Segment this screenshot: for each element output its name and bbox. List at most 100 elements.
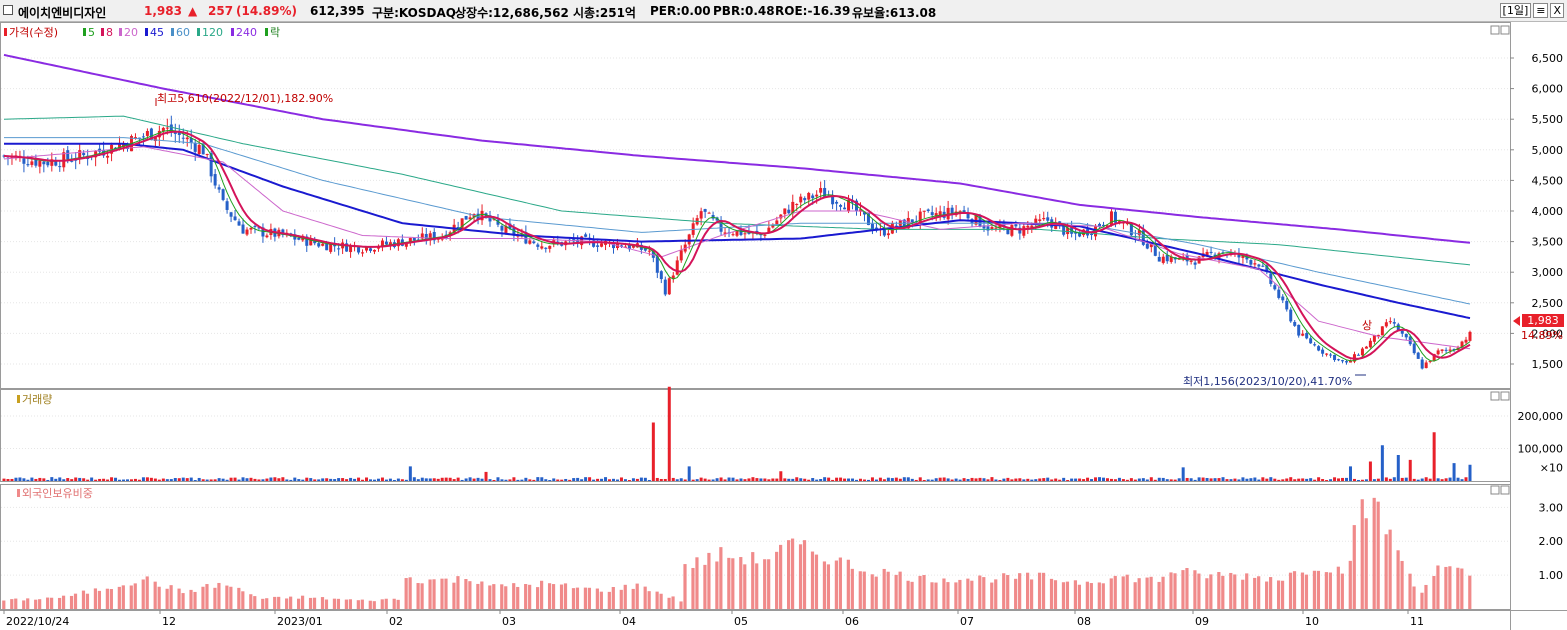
volume-bar [1337, 478, 1341, 481]
legend-swatch [231, 28, 234, 36]
stock-chart[interactable]: 6,500 6,000 5,500 5,000 4,500 4,000 3,500 3,000… [0, 22, 1567, 630]
candle [141, 136, 145, 138]
candle [651, 249, 655, 258]
candle [317, 243, 321, 247]
candle [325, 243, 329, 251]
foreign-bar [1388, 529, 1392, 609]
foreign-bar [587, 587, 592, 609]
volume-bar [1249, 478, 1253, 481]
volume-bar [193, 480, 197, 481]
foreign-bar [1193, 570, 1197, 609]
panel-buttons[interactable] [1490, 25, 1510, 495]
price-tick: 2,500 [1532, 297, 1564, 310]
foreign-bar [898, 571, 902, 609]
foreign-bar [1376, 501, 1380, 609]
volume-bar [572, 478, 576, 481]
candle [504, 225, 508, 233]
period-button[interactable]: [1일] [1499, 3, 1532, 18]
candle [337, 248, 341, 250]
candle [1030, 225, 1034, 228]
volume-bar [1428, 478, 1432, 481]
volume-bar [428, 478, 432, 481]
x-tick: 03 [502, 615, 516, 628]
volume-bar [719, 477, 723, 481]
foreign-bar [26, 598, 30, 609]
volume-bar [452, 479, 456, 481]
candle [34, 158, 38, 166]
per-label: PER:0.00 [650, 4, 711, 18]
volume-bar [1313, 479, 1317, 481]
candle [237, 221, 241, 226]
volume-value: 612,395 [310, 4, 365, 18]
volume-bar [345, 479, 349, 481]
candle [1257, 264, 1261, 267]
stock-name[interactable]: 에이치엔비디자인 [18, 6, 107, 20]
volume-bar [1062, 477, 1066, 481]
volume-bar [612, 478, 616, 481]
foreign-bar [1384, 534, 1388, 609]
candle [1333, 354, 1337, 361]
volume-bar [894, 477, 898, 481]
foreign-bar [38, 599, 42, 609]
foreign-bar [476, 583, 480, 609]
candle [309, 238, 313, 246]
select-checkbox[interactable] [3, 5, 13, 15]
foreign-bar [253, 596, 257, 609]
volume-bar [189, 477, 193, 481]
foreign-bar [934, 582, 938, 609]
candle [815, 194, 819, 197]
volume-bar [253, 478, 257, 481]
foreign-bar [456, 576, 460, 609]
volume-panel[interactable] [0, 389, 1511, 482]
volume-bar [580, 479, 584, 481]
candle [456, 227, 460, 229]
volume-bar [353, 478, 357, 481]
foreign-bar [1269, 577, 1273, 609]
close-icon[interactable]: X [1550, 3, 1564, 18]
foreign-bar [683, 564, 687, 609]
volume-bar [1261, 477, 1265, 481]
candle [233, 216, 237, 221]
legend-ma-8: 8 [106, 26, 113, 39]
volume-bar [448, 477, 452, 481]
candle [799, 196, 803, 203]
foreign-bar [679, 601, 683, 609]
volume-bar [1157, 477, 1161, 481]
candle [1062, 225, 1066, 235]
volume-bar [412, 477, 416, 481]
volume-bar [711, 479, 715, 481]
volume-bar [512, 477, 516, 481]
candle [1348, 360, 1352, 363]
candle [54, 160, 58, 166]
candle [420, 233, 424, 239]
volume-bar [1102, 477, 1105, 481]
volume-bar [683, 479, 687, 481]
foreign-bar [822, 561, 827, 609]
foreign-bar [1276, 580, 1281, 609]
candle [962, 210, 966, 213]
legend-swatch [145, 28, 148, 36]
candle [157, 130, 161, 138]
volume-bar [596, 478, 600, 481]
foreign-bar [1014, 578, 1018, 609]
foreign-bar [1185, 568, 1189, 609]
volume-multiplier: ×10 [1540, 461, 1563, 474]
foreign-bar [1468, 575, 1472, 609]
foreign-bar [1053, 580, 1058, 609]
volume-bar [910, 478, 914, 481]
candle [1109, 211, 1113, 226]
candle [1380, 326, 1384, 336]
candle [839, 205, 843, 207]
menu-icon[interactable]: ≡ [1533, 3, 1549, 18]
foreign-bar [360, 599, 364, 609]
foreign-bar [575, 587, 580, 609]
foreign-bar [1221, 575, 1225, 609]
volume-bar [890, 478, 894, 481]
candle [1301, 333, 1305, 336]
candle [986, 226, 990, 231]
foreign-bar [273, 596, 277, 609]
volume-bar [855, 479, 859, 481]
volume-bar [723, 479, 727, 481]
volume-bar [839, 477, 843, 481]
legend-ma-120: 120 [202, 26, 223, 39]
